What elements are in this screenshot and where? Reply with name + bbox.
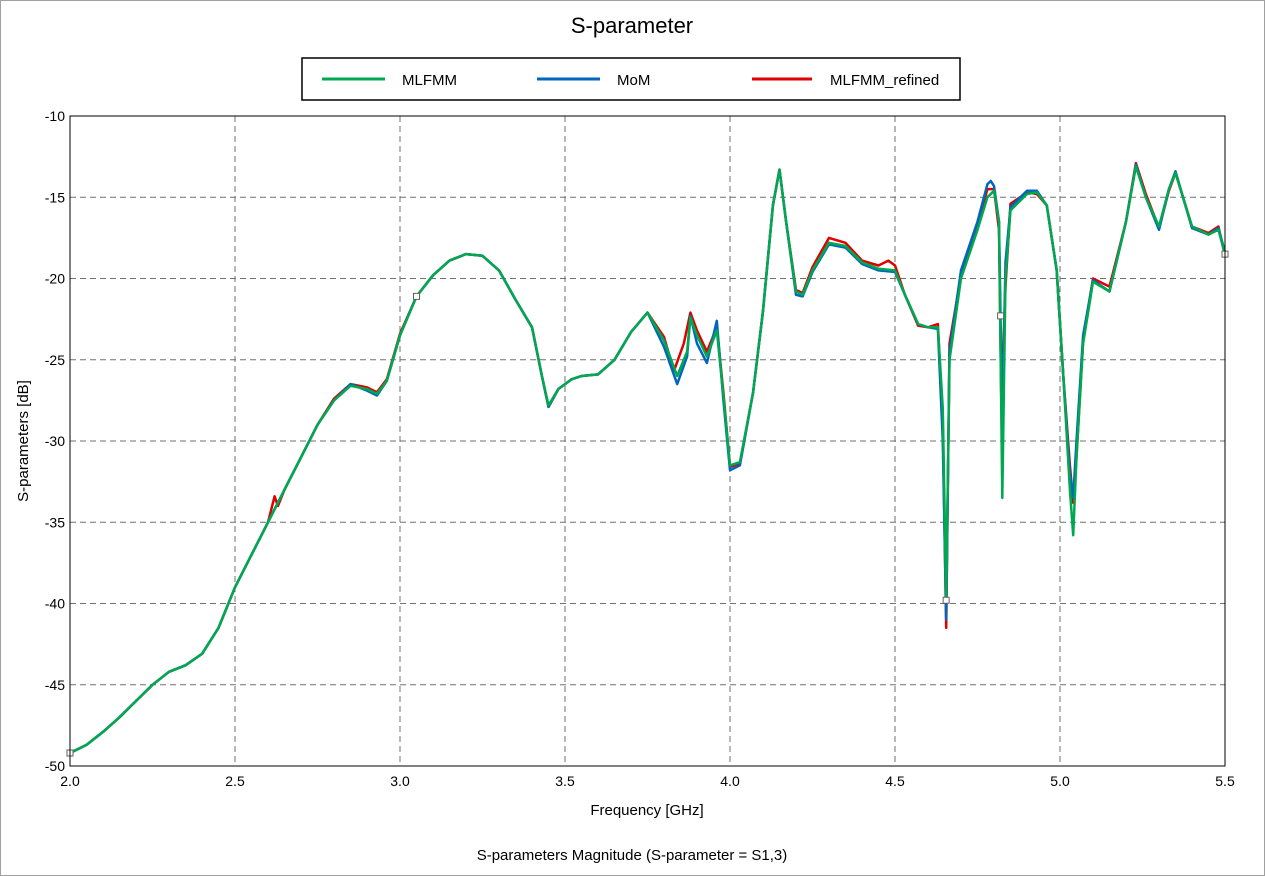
data-marker <box>942 596 950 604</box>
x-axis-label: Frequency [GHz] <box>590 802 703 819</box>
chart-title: S-parameter <box>571 13 693 38</box>
x-tick-label: 4.5 <box>885 773 905 789</box>
data-marker <box>997 312 1005 320</box>
legend-box <box>301 57 961 101</box>
y-tick-label: -45 <box>45 677 65 693</box>
x-tick-label: 4.0 <box>720 773 740 789</box>
y-tick-label: -15 <box>45 189 65 205</box>
y-axis: -10 -15 -20 -25 -30 -35 -40 -45 -50 <box>45 108 65 774</box>
y-tick-label: -10 <box>45 108 65 124</box>
plot-border <box>69 115 1226 767</box>
x-tick-label: 3.0 <box>390 773 410 789</box>
x-tick-label: 2.0 <box>60 773 80 789</box>
y-tick-label: -40 <box>45 596 65 612</box>
y-tick-label: -50 <box>45 758 65 774</box>
y-tick-label: -35 <box>45 514 65 530</box>
x-tick-label: 5.5 <box>1215 773 1235 789</box>
x-axis: 2.0 2.5 3.0 3.5 4.0 4.5 5.0 5.5 <box>60 773 1235 789</box>
legend: MLFMM MoM MLFMM_refined <box>301 57 961 101</box>
legend-label: MLFMM_refined <box>830 72 939 89</box>
data-marker <box>413 292 420 300</box>
series-group <box>68 161 1227 755</box>
y-tick-label: -25 <box>45 352 65 368</box>
legend-label: MoM <box>617 72 650 89</box>
grid <box>70 116 1225 766</box>
series-line-mlfmm <box>68 165 1227 755</box>
y-tick-label: -20 <box>45 271 65 287</box>
chart-caption: S-parameters Magnitude (S-parameter = S1… <box>477 847 788 864</box>
x-tick-label: 5.0 <box>1050 773 1070 789</box>
y-axis-label: S-parameters [dB] <box>15 380 32 502</box>
x-tick-label: 2.5 <box>225 773 245 789</box>
legend-label: MLFMM <box>402 72 457 89</box>
x-tick-label: 3.5 <box>555 773 575 789</box>
y-tick-label: -30 <box>45 433 65 449</box>
